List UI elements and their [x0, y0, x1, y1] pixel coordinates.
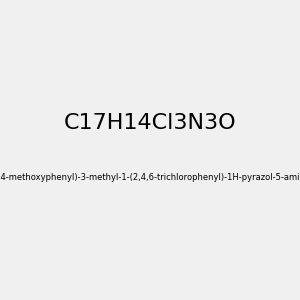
Text: 4-(4-methoxyphenyl)-3-methyl-1-(2,4,6-trichlorophenyl)-1H-pyrazol-5-amine: 4-(4-methoxyphenyl)-3-methyl-1-(2,4,6-tr… — [0, 172, 300, 182]
Text: C17H14Cl3N3O: C17H14Cl3N3O — [64, 113, 236, 133]
